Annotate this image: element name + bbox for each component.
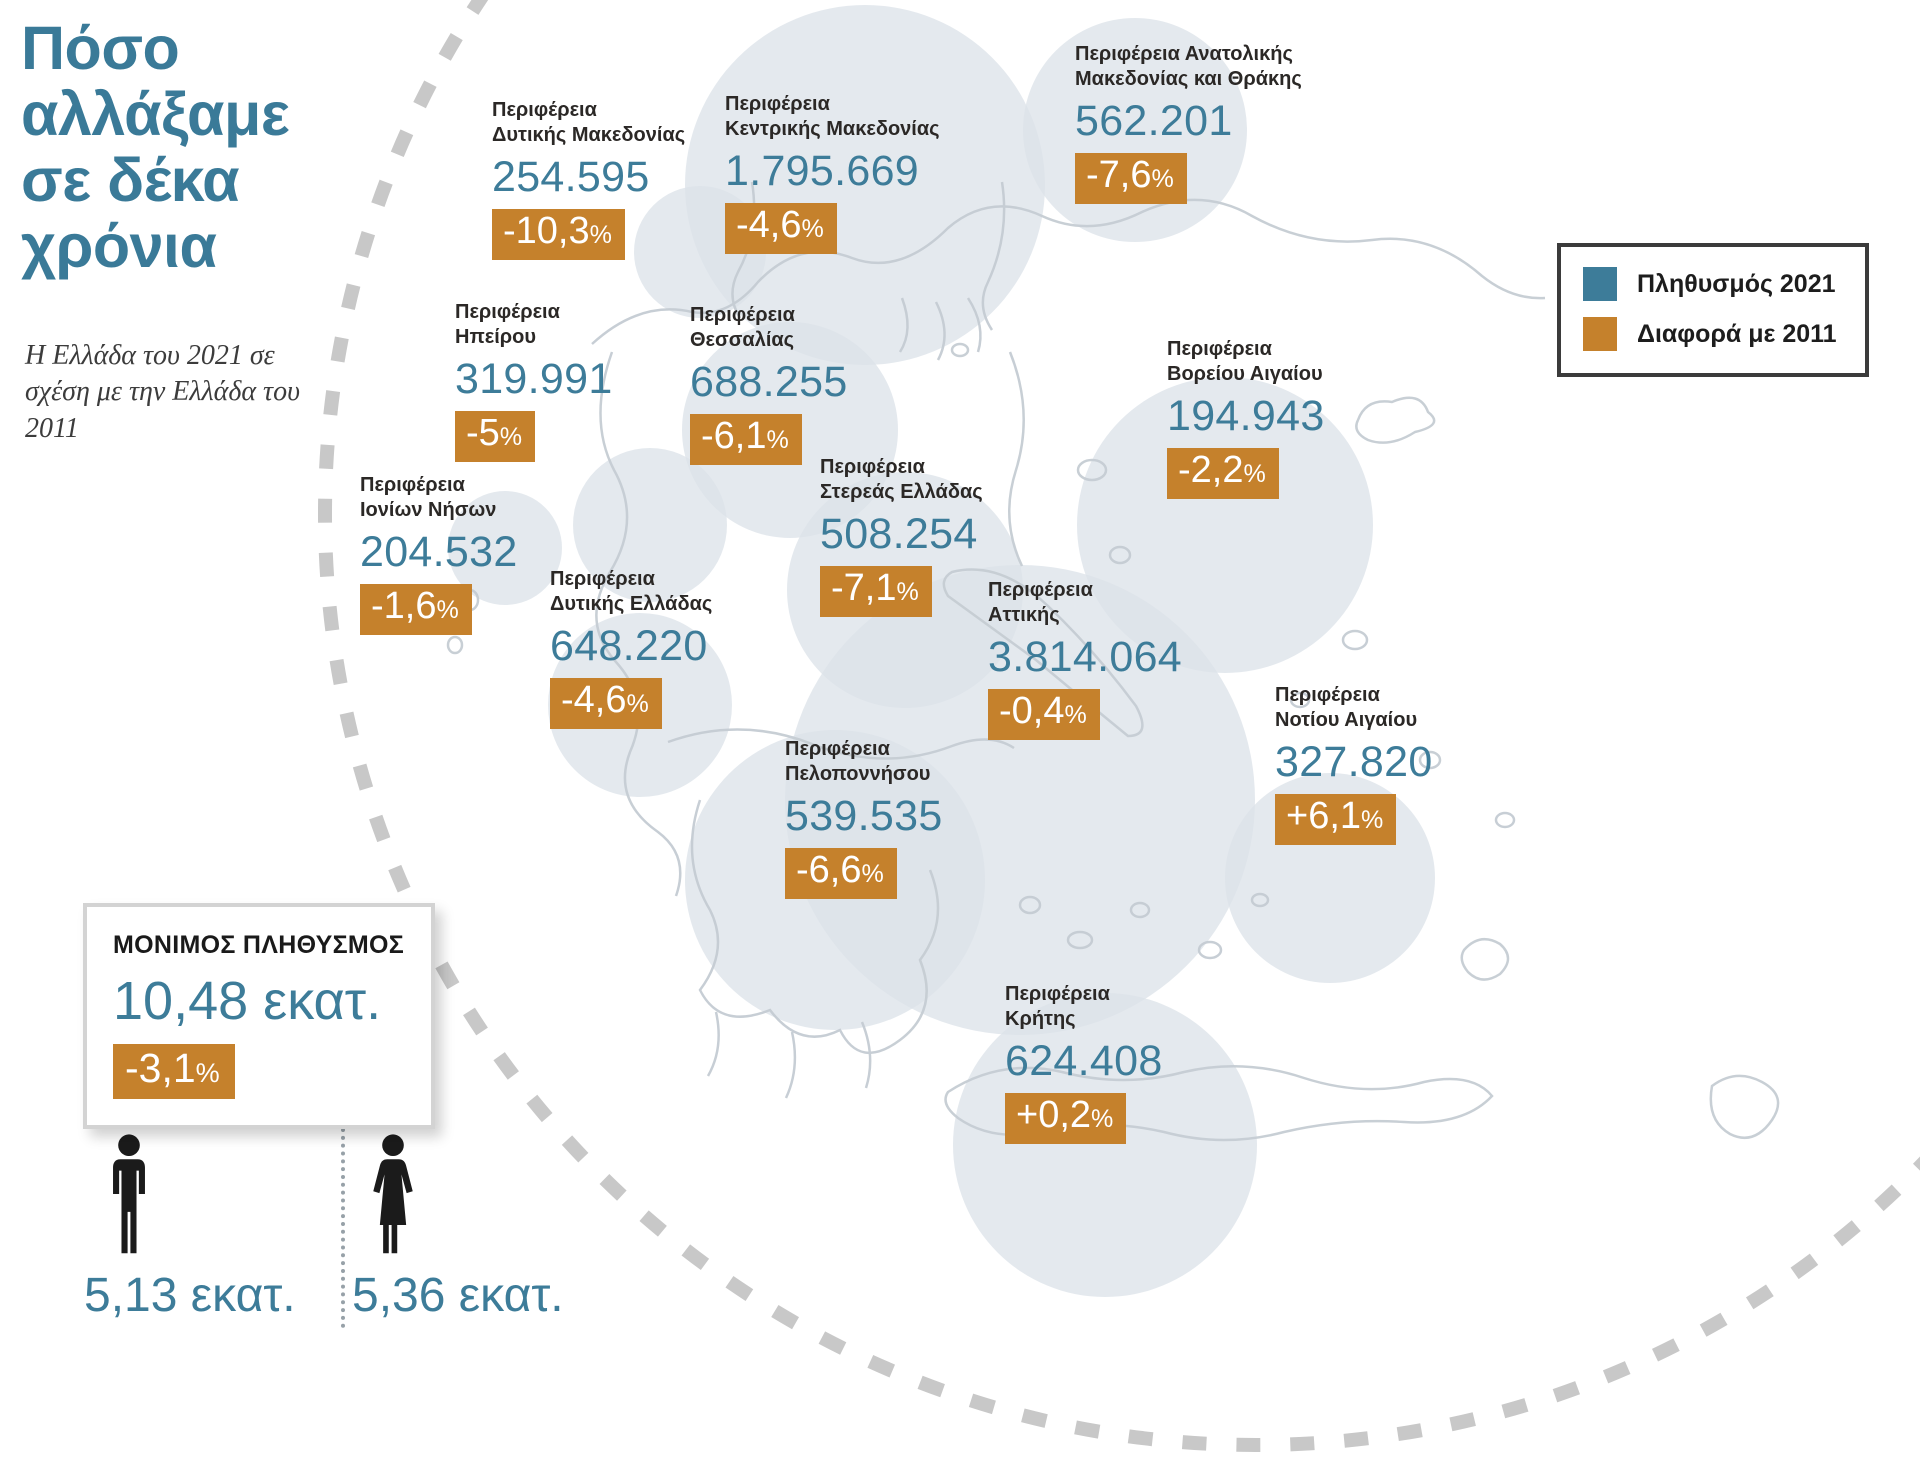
female-population: 5,36 εκατ. [352,1269,564,1322]
region-label: Περιφέρεια Ανατολικής Μακεδονίας και Θράκ… [1075,43,1302,91]
region-east-macedonia-thrace: Περιφέρεια Ανατολικής Μακεδονίας και Θράκ… [1075,42,1302,204]
region-change-badge: -2,2% [1167,448,1279,499]
difference-swatch-icon [1583,317,1617,351]
region-change-badge: -5% [455,411,536,462]
region-population: 204.532 [360,528,518,577]
region-label: Περιφέρεια Κρήτης [1005,983,1110,1031]
island-outline [1709,1074,1780,1139]
island-outline [1494,811,1516,829]
island-outline [1108,545,1132,565]
region-change-badge: -7,1% [820,566,932,617]
region-population: 254.595 [492,153,650,202]
island-outline [1018,895,1042,915]
island-outline [1289,691,1311,709]
gender-divider [341,1128,345,1328]
region-change-badge: +6,1% [1275,794,1397,845]
region-population: 1.795.669 [725,147,919,196]
island-outline [1066,930,1094,950]
region-population: 327.820 [1275,738,1433,787]
region-change-badge: -1,6% [360,584,472,635]
summary-change-badge: -3,1% [113,1044,235,1100]
dashed-circle-border [318,0,1920,1452]
region-change-badge: -0,4% [988,689,1100,740]
island-outline [1197,940,1223,960]
region-label: Περιφέρεια Θεσσαλίας [690,304,795,352]
island-outline [1418,750,1442,770]
region-west-macedonia: Περιφέρεια Δυτικής Μακεδονίας 254.595 -10… [492,98,685,260]
island-outline [942,568,1144,738]
legend-row-difference: Διαφορά με 2011 [1583,317,1837,351]
region-change-badge: -10,3% [492,209,625,260]
region-population: 319.991 [455,355,613,404]
region-population: 648.220 [550,622,708,671]
region-label: Περιφέρεια Κεντρικής Μακεδονίας [725,93,940,141]
region-attica: Περιφέρεια Αττικής 3.814.064 -0,4% [988,578,1182,740]
island-outline [1341,629,1369,651]
region-population: 688.255 [690,358,848,407]
coastline-outline [591,181,1546,1099]
page-subtitle: Η Ελλάδα του 2021 σε σχέση με την Ελλάδα… [25,340,300,444]
population-bubble [573,448,727,602]
region-south-aegean: Περιφέρεια Νοτίου Αιγαίου 327.820 +6,1% [1275,683,1433,845]
island-outline [1460,937,1510,981]
summary-title: ΜΟΝΙΜΟΣ ΠΛΗΘΥΣΜΟΣ [113,931,405,959]
region-label: Περιφέρεια Δυτικής Ελλάδας [550,568,713,616]
region-label: Περιφέρεια Βορείου Αιγαίου [1167,338,1323,386]
region-population: 194.943 [1167,392,1325,441]
island-outline [1250,892,1270,908]
male-icon [113,1134,145,1254]
region-population: 624.408 [1005,1037,1163,1086]
permanent-population-box: ΜΟΝΙΜΟΣ ΠΛΗΘΥΣΜΟΣ 10,48 εκατ. -3,1% [83,903,435,1130]
population-bubble [448,491,562,605]
island-outline [1076,458,1108,482]
region-label: Περιφέρεια Στερεάς Ελλάδας [820,456,983,504]
region-label: Περιφέρεια Ηπείρου [455,301,560,349]
region-change-badge: -6,6% [785,848,897,899]
region-crete: Περιφέρεια Κρήτης 624.408 +0,2% [1005,982,1163,1144]
region-label: Περιφέρεια Νοτίου Αιγαίου [1275,684,1418,732]
region-label: Περιφέρεια Ιονίων Νήσων [360,474,497,522]
region-population: 539.535 [785,792,943,841]
region-central-macedonia: Περιφέρεια Κεντρικής Μακεδονίας 1.795.669… [725,92,940,254]
legend: Πληθυσμός 2021 Διαφορά με 2011 [1557,243,1869,377]
region-population: 562.201 [1075,97,1233,146]
region-label: Περιφέρεια Δυτικής Μακεδονίας [492,99,686,147]
island-outline [950,342,970,358]
region-north-aegean: Περιφέρεια Βορείου Αιγαίου 194.943 -2,2% [1167,337,1325,499]
island-outline [1129,901,1151,919]
male-population: 5,13 εκατ. [84,1269,296,1322]
region-population: 3.814.064 [988,633,1182,682]
region-central-greece: Περιφέρεια Στερεάς Ελλάδας 508.254 -7,1% [820,455,983,617]
region-change-badge: -4,6% [550,678,662,729]
region-ionian-islands: Περιφέρεια Ιονίων Νήσων 204.532 -1,6% [360,473,518,635]
region-label: Περιφέρεια Πελοποννήσου [785,738,931,786]
region-population: 508.254 [820,510,978,559]
region-label: Περιφέρεια Αττικής [988,579,1093,627]
population-bubble [685,5,1045,365]
region-west-greece: Περιφέρεια Δυτικής Ελλάδας 648.220 -4,6% [550,567,712,729]
region-peloponnese: Περιφέρεια Πελοποννήσου 539.535 -6,6% [785,737,943,899]
female-icon [373,1134,413,1254]
region-change-badge: +0,2% [1005,1093,1127,1144]
page-title: Πόσο αλλάξαμε σε δέκα χρόνια [21,14,290,280]
region-epirus: Περιφέρεια Ηπείρου 319.991 -5% [455,300,613,462]
summary-value: 10,48 εκατ. [113,971,382,1031]
island-outline [446,635,464,655]
region-change-badge: -6,1% [690,414,802,465]
region-change-badge: -4,6% [725,203,837,254]
legend-label: Διαφορά με 2011 [1637,319,1837,348]
legend-row-population: Πληθυσμός 2021 [1583,267,1837,301]
legend-label: Πληθυσμός 2021 [1637,269,1836,298]
population-bubble [1077,377,1373,673]
region-thessaly: Περιφέρεια Θεσσαλίας 688.255 -6,1% [690,303,848,465]
population-swatch-icon [1583,267,1617,301]
region-change-badge: -7,6% [1075,153,1187,204]
island-outline [1355,396,1436,444]
